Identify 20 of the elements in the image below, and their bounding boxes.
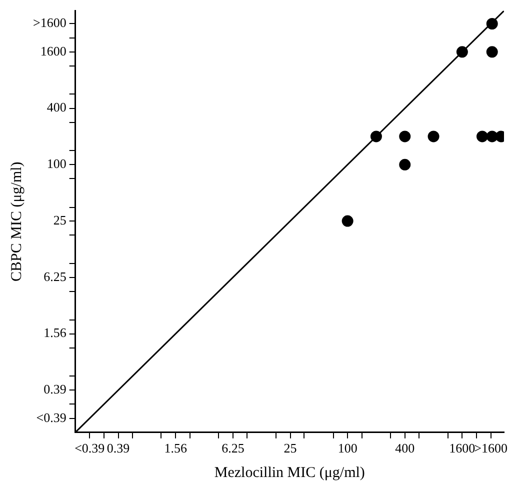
- y-tick-label: >1600: [32, 15, 66, 30]
- y-tick-label: 25: [53, 212, 66, 228]
- y-tick-label: 1.56: [44, 325, 67, 340]
- y-tick-label: 100: [46, 156, 66, 172]
- y-tick-label: <0.39: [36, 410, 66, 425]
- y-tick-label: 1600: [40, 43, 66, 58]
- y-tick-label: 6.25: [44, 268, 66, 284]
- x-tick-label: 400: [395, 440, 415, 456]
- x-axis-title: Mezlocillin MIC (μg/ml): [214, 464, 365, 481]
- y-tick-label: 400: [46, 100, 66, 115]
- y-tick-label: 0.39: [44, 382, 66, 397]
- x-tick-label: 6.25: [222, 440, 244, 456]
- x-tick-label: 100: [338, 440, 358, 456]
- x-tick-label: 0.39: [106, 440, 130, 456]
- x-tick-label: <0.39: [74, 440, 105, 456]
- x-tick-label: 1.56: [164, 440, 188, 456]
- y-axis-title: CBPC MIC (μg/ml): [8, 162, 25, 282]
- x-tick-label: 25: [284, 440, 297, 456]
- x-tick-label: 1600: [449, 440, 476, 456]
- x-tick-label: >1600: [474, 440, 508, 456]
